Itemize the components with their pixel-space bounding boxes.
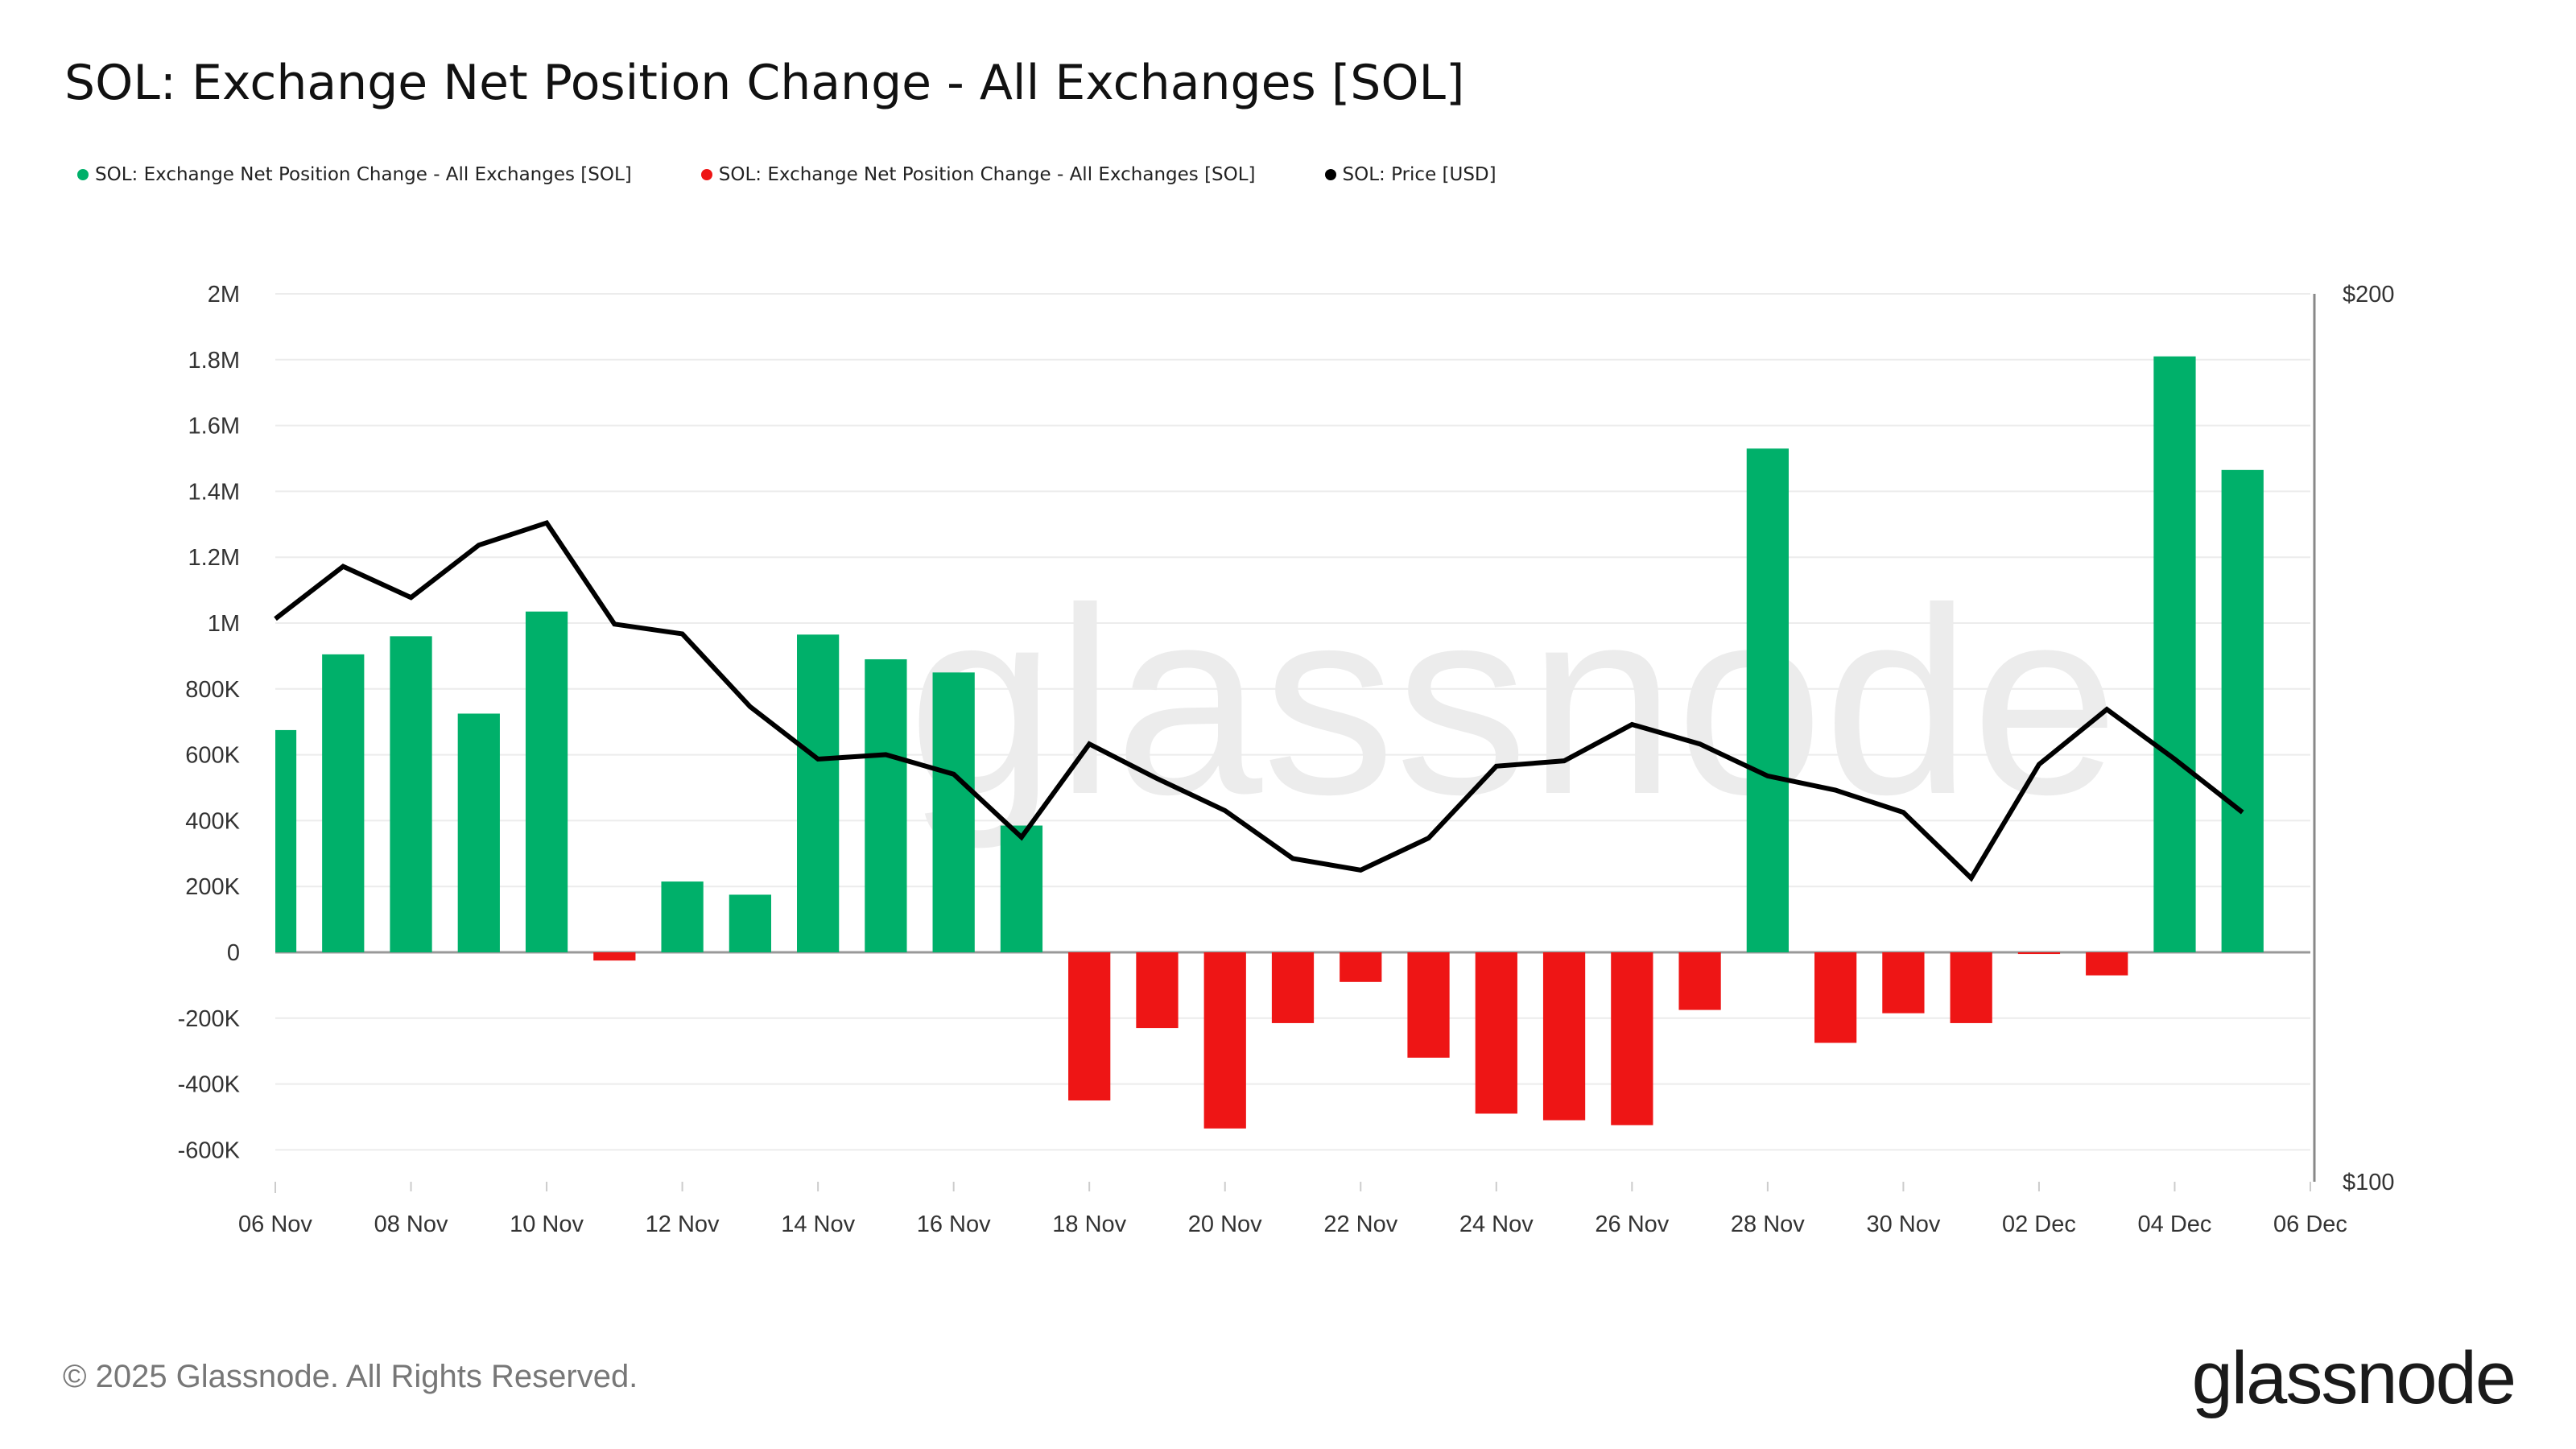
price-line <box>274 520 2244 882</box>
bar-negative <box>1136 952 1179 1029</box>
x-tick-label: 30 Nov <box>1866 1212 1940 1237</box>
x-tick-label: 28 Nov <box>1731 1212 1805 1237</box>
x-tick-label: 14 Nov <box>781 1212 855 1237</box>
bar-positive <box>1746 448 1789 952</box>
bar-negative <box>1271 952 1315 1023</box>
x-tick-label: 06 Nov <box>238 1212 312 1237</box>
y-right-tick-label: $100 <box>2343 1170 2395 1195</box>
y-left-tick-label: -400K <box>178 1072 241 1098</box>
y-left-tick-label: -200K <box>178 1006 241 1032</box>
bar-positive <box>2221 469 2264 952</box>
x-tick-label: 18 Nov <box>1052 1212 1126 1237</box>
y-left-tick-label: 400K <box>185 808 240 834</box>
bar-negative <box>1407 952 1450 1058</box>
bar-positive <box>932 672 975 952</box>
x-tick-label: 10 Nov <box>510 1212 584 1237</box>
bar-negative <box>1678 952 1721 1010</box>
y-left-tick-label: 1.6M <box>188 414 240 440</box>
legend-label: SOL: Exchange Net Position Change - All … <box>95 164 632 185</box>
bar-positive <box>865 658 907 952</box>
legend-item-inflow[interactable]: SOL: Exchange Net Position Change - All … <box>77 164 632 185</box>
bar-positive <box>457 713 500 952</box>
legend-label: SOL: Exchange Net Position Change - All … <box>718 164 1256 185</box>
x-tick-label: 08 Nov <box>374 1212 448 1237</box>
y-left-tick-label: 600K <box>185 743 240 769</box>
legend-item-outflow[interactable]: SOL: Exchange Net Position Change - All … <box>700 164 1256 185</box>
bar-positive <box>729 894 771 952</box>
bar-negative <box>1542 952 1586 1121</box>
bar-negative <box>1882 952 1925 1013</box>
y-left-tick-label: 1.4M <box>188 479 240 505</box>
bar-negative <box>2086 952 2128 976</box>
legend-black-dot-icon <box>1324 169 1336 180</box>
legend: SOL: Exchange Net Position Change - All … <box>77 164 1496 185</box>
bar-negative <box>1340 952 1382 982</box>
bar-negative <box>1203 952 1246 1129</box>
copyright: © 2025 Glassnode. All Rights Reserved. <box>63 1359 638 1394</box>
bar-positive <box>322 654 365 952</box>
x-tick-label: 02 Dec <box>2002 1212 2076 1237</box>
bar-positive <box>525 611 568 952</box>
bar-negative <box>1814 952 1857 1043</box>
x-tick-label: 06 Dec <box>2273 1212 2347 1237</box>
x-tick-label: 20 Nov <box>1188 1212 1262 1237</box>
x-tick-label: 24 Nov <box>1459 1212 1534 1237</box>
y-left-tick-label: 1M <box>208 611 240 637</box>
bar-negative <box>1950 952 1992 1023</box>
x-tick-label: 12 Nov <box>646 1212 720 1237</box>
y-left-tick-label: 800K <box>185 677 240 703</box>
y-left-tick-label: 1.2M <box>188 545 240 571</box>
x-tick-label: 22 Nov <box>1323 1212 1397 1237</box>
y-left-tick-label: 200K <box>185 874 240 900</box>
x-tick-label: 26 Nov <box>1595 1212 1669 1237</box>
bar-positive <box>275 729 297 952</box>
glassnode-logo: glassnode <box>2191 1337 2516 1419</box>
x-tick-label: 04 Dec <box>2138 1212 2212 1237</box>
bar-negative <box>1475 952 1517 1114</box>
legend-green-dot-icon <box>77 169 89 180</box>
bar-negative <box>1068 952 1111 1101</box>
y-left-tick-label: 0 <box>227 940 240 966</box>
bar-negative <box>2017 952 2061 955</box>
y-left-tick-label: 1.8M <box>188 348 240 374</box>
bar-negative <box>1611 952 1653 1125</box>
y-right-tick-label: $200 <box>2343 282 2395 308</box>
bar-positive <box>1000 825 1043 952</box>
x-tick-label: 16 Nov <box>917 1212 991 1237</box>
bar-positive <box>390 636 432 952</box>
watermark: glassnode <box>908 552 2120 851</box>
bar-positive <box>661 881 704 952</box>
chart-title: SOL: Exchange Net Position Change - All … <box>64 55 1465 111</box>
legend-red-dot-icon <box>700 169 712 180</box>
y-left-tick-label: 2M <box>208 282 240 308</box>
bar-positive <box>797 634 840 952</box>
y-left-tick-label: -600K <box>178 1137 241 1163</box>
legend-label: SOL: Price [USD] <box>1342 164 1496 185</box>
bar-positive <box>2153 356 2196 953</box>
bar-negative <box>593 952 636 961</box>
legend-item-price[interactable]: SOL: Price [USD] <box>1324 164 1496 185</box>
